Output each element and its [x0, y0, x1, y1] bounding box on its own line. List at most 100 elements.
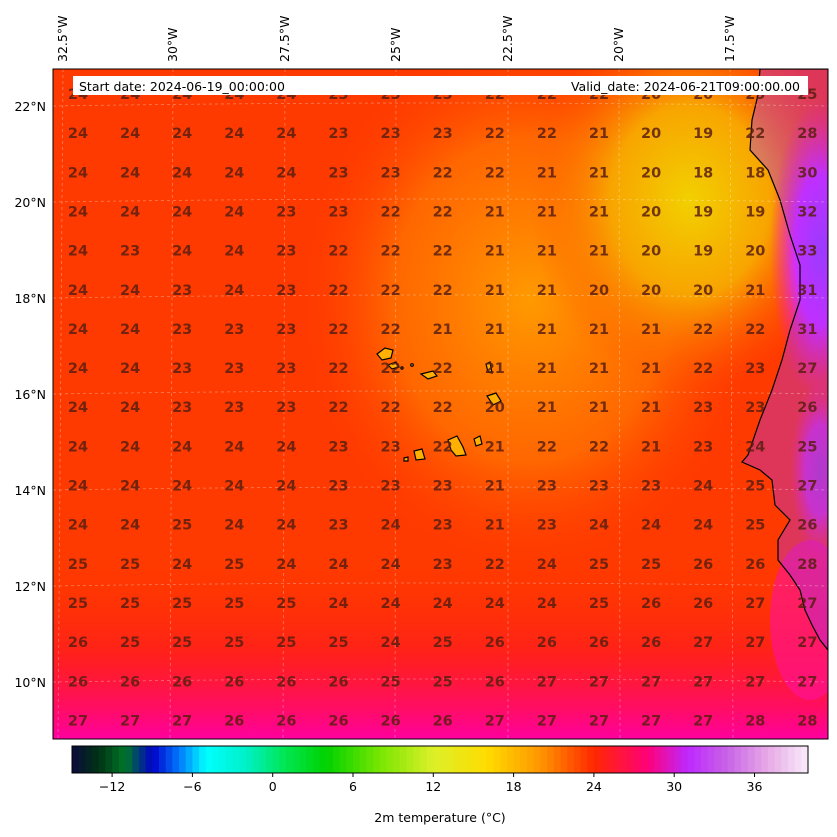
grid-value: 25 [68, 557, 88, 573]
date-header-box [73, 76, 808, 95]
longitude-labels: 32.5°W 30°W 27.5°W 25°W 22.5°W 20°W 17.5… [55, 16, 737, 62]
temperature-value-grid: 24 24 24 24 24 23 23 23 22 22 22 20 20 25 25 24 24 24 24 24… [68, 87, 818, 729]
colorbar-cell [714, 746, 722, 773]
colorbar-cell [500, 746, 508, 773]
colorbar-title: 2m temperature (°C) [374, 810, 505, 825]
grid-value: 23 [172, 400, 192, 416]
grid-value: 25 [381, 674, 401, 690]
colorbar-cell [185, 746, 194, 773]
lat-label: 20°N [14, 195, 46, 210]
grid-value: 24 [120, 479, 140, 495]
grid-value: 22 [745, 126, 765, 142]
grid-value: 24 [68, 283, 88, 299]
colorbar-cell [700, 746, 709, 773]
colorbar-cell [674, 746, 682, 773]
grid-value: 23 [589, 479, 609, 495]
grid-value: 28 [745, 713, 765, 729]
colorbar-cell [359, 746, 367, 773]
colorbar-cell [513, 746, 521, 773]
colorbar-cell [98, 746, 107, 773]
grid-value: 23 [328, 165, 348, 181]
grid-value: 22 [381, 244, 401, 260]
colorbar-tick-label: 30 [666, 779, 682, 794]
grid-value: 23 [276, 283, 296, 299]
grid-value: 22 [745, 322, 765, 338]
lon-label: 17.5°W [722, 16, 737, 62]
colorbar-cell [781, 746, 789, 773]
colorbar-cell [386, 746, 394, 773]
colorbar-cell [446, 746, 454, 773]
grid-value: 27 [537, 713, 557, 729]
grid-value: 21 [641, 361, 661, 377]
grid-value: 21 [589, 322, 609, 338]
grid-value: 25 [276, 596, 296, 612]
lat-label: 22°N [14, 99, 46, 114]
grid-value: 24 [276, 126, 296, 142]
grid-value: 22 [485, 557, 505, 573]
colorbar-cell [613, 746, 622, 773]
grid-value: 23 [537, 479, 557, 495]
colorbar-cell [279, 746, 287, 773]
colorbar-cell [466, 746, 475, 773]
colorbar-cell [694, 746, 702, 773]
grid-value: 20 [641, 126, 661, 142]
grid-value: 21 [485, 479, 505, 495]
grid-value: 24 [328, 557, 348, 573]
grid-value: 24 [381, 596, 401, 612]
grid-value: 25 [589, 596, 609, 612]
latitude-labels: 22°N 20°N 18°N 16°N 14°N 12°N 10°N [14, 99, 46, 690]
grid-value: 27 [172, 713, 192, 729]
colorbar-cell [761, 746, 769, 773]
grid-value: 27 [797, 361, 817, 377]
grid-value: 22 [381, 204, 401, 220]
grid-value: 21 [433, 322, 453, 338]
grid-value: 25 [172, 518, 192, 534]
colorbar-cell [687, 746, 695, 773]
lon-label: 27.5°W [277, 16, 292, 62]
colorbar-cell [587, 746, 595, 773]
grid-value: 24 [224, 439, 244, 455]
grid-value: 23 [745, 361, 765, 377]
grid-value: 22 [433, 361, 453, 377]
grid-value: 21 [589, 204, 609, 220]
grid-value: 22 [328, 361, 348, 377]
colorbar-cell [721, 746, 729, 773]
grid-value: 23 [224, 322, 244, 338]
colorbar-cell [225, 746, 234, 773]
grid-value: 22 [589, 439, 609, 455]
grid-value: 25 [328, 635, 348, 651]
grid-value: 23 [276, 244, 296, 260]
cape-verde-islands [376, 347, 502, 462]
grid-value: 25 [224, 635, 244, 651]
grid-value: 20 [485, 400, 505, 416]
grid-value: 22 [381, 361, 401, 377]
colorbar-cell [299, 746, 307, 773]
colorbar-cell [540, 746, 548, 773]
grid-value: 23 [693, 439, 713, 455]
grid-value: 26 [68, 674, 88, 690]
grid-value: 21 [485, 244, 505, 260]
grid-value: 25 [68, 596, 88, 612]
grid-value: 26 [276, 674, 296, 690]
grid-value: 24 [120, 126, 140, 142]
grid-value: 27 [745, 596, 765, 612]
grid-value: 24 [172, 165, 192, 181]
grid-value: 23 [276, 361, 296, 377]
colorbar-cell [145, 746, 153, 773]
colorbar-cell [85, 746, 93, 773]
grid-value: 24 [68, 322, 88, 338]
colorbar-cell [346, 746, 354, 773]
colorbar-cell [560, 746, 568, 773]
grid-value: 25 [224, 596, 244, 612]
grid-value: 24 [224, 126, 244, 142]
grid-value: 23 [224, 400, 244, 416]
grid-value: 26 [224, 713, 244, 729]
grid-value: 27 [537, 674, 557, 690]
grid-value: 24 [172, 439, 192, 455]
grid-value: 22 [693, 322, 713, 338]
colorbar-cell [580, 746, 588, 773]
grid-value: 22 [381, 283, 401, 299]
grid-value: 20 [641, 244, 661, 260]
colorbar-cell [399, 746, 408, 773]
grid-value: 24 [381, 557, 401, 573]
